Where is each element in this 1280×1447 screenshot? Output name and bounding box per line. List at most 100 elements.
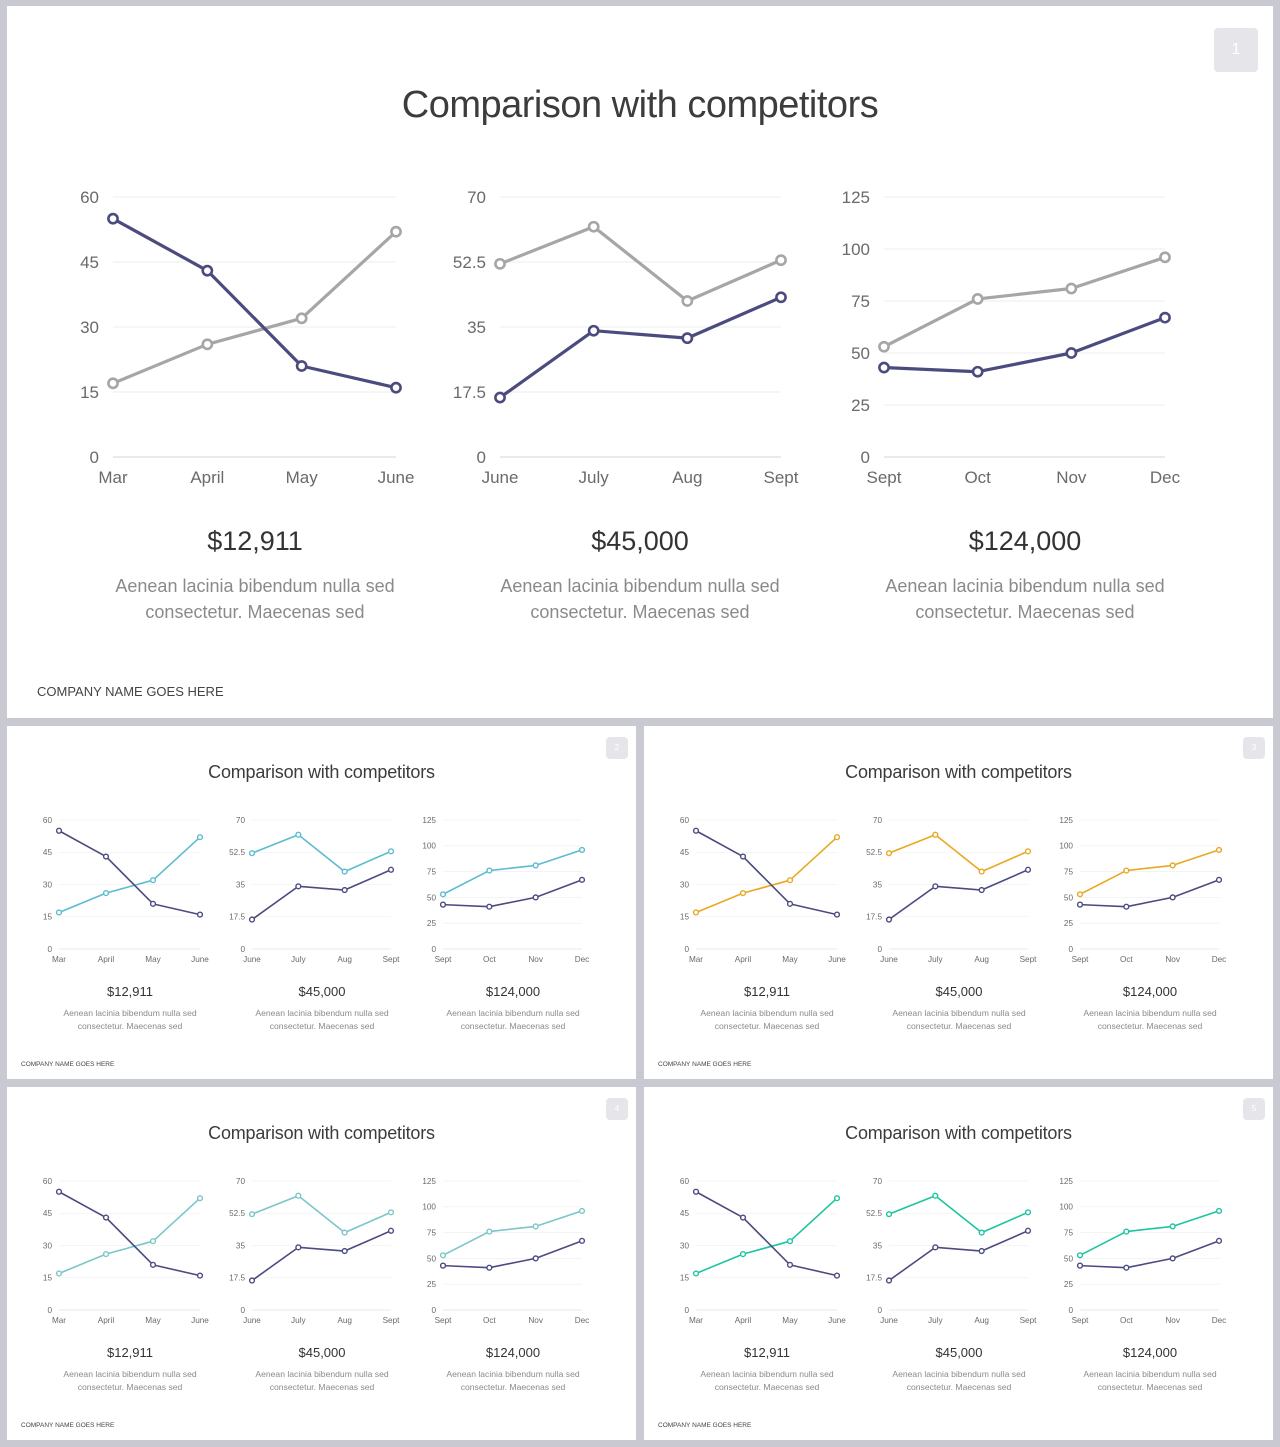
data-point <box>248 850 256 857</box>
x-tick-label: Aug <box>974 1316 989 1325</box>
desc-line: Aenean lacinia bibendum nulla sed <box>892 1369 1026 1379</box>
x-tick-label: June <box>243 955 261 964</box>
y-tick-label: 125 <box>1059 816 1073 825</box>
data-point <box>149 900 157 907</box>
data-point <box>1024 1209 1032 1216</box>
slide-4[interactable]: 0 15 30 45 60 Mar April May June 0 17.5 35 52.5 70 Jun… <box>7 1087 636 1440</box>
page-number-badge: 1 <box>1214 28 1258 72</box>
data-point <box>786 877 794 884</box>
data-point <box>439 901 447 908</box>
x-tick-label: April <box>735 955 752 964</box>
x-tick-label: Nov <box>1165 955 1180 964</box>
desc-line: Aenean lacinia bibendum nulla sed <box>255 1008 389 1018</box>
x-tick-label: Sept <box>435 1316 453 1325</box>
data-point <box>775 254 787 267</box>
series-line-competitor <box>111 230 398 385</box>
slide-3[interactable]: 0 15 30 45 60 Mar April May June 0 17.5 35 52.5 70 Jun… <box>644 726 1273 1079</box>
data-point <box>387 1227 395 1234</box>
data-point <box>439 1252 447 1259</box>
x-tick-label: May <box>286 468 319 487</box>
line-chart-1: 0 15 30 45 60 Mar April May June <box>43 816 209 964</box>
data-point <box>196 911 204 918</box>
x-tick-label: Oct <box>964 468 991 487</box>
y-tick-label: 52.5 <box>453 253 486 272</box>
y-tick-label: 45 <box>43 848 53 857</box>
data-point <box>1169 894 1176 901</box>
x-tick-label: June <box>191 955 209 964</box>
panel-value: $12,911 <box>207 526 303 556</box>
y-tick-label: 0 <box>684 945 689 954</box>
slide-title: Comparison with competitors <box>845 762 1072 782</box>
company-name: COMPANY NAME GOES HERE <box>21 1422 115 1429</box>
y-tick-label: 125 <box>422 816 436 825</box>
panel-description: Aenean lacinia bibendum nulla sed consect… <box>45 1007 215 1033</box>
desc-line: Aenean lacinia bibendum nulla sed <box>700 1369 834 1379</box>
y-tick-label: 125 <box>422 1177 436 1186</box>
series-line-competitor <box>888 1194 1029 1234</box>
data-point <box>486 903 493 910</box>
panel-description: Aenean lacinia bibendum nulla sed consect… <box>428 1007 598 1033</box>
data-point <box>387 1209 395 1216</box>
data-point <box>932 883 939 890</box>
x-tick-label: Sept <box>867 468 902 487</box>
series-line-primary <box>695 1190 838 1277</box>
panel-value: $12,911 <box>106 984 154 999</box>
data-point <box>1215 876 1223 883</box>
y-tick-label: 60 <box>680 816 690 825</box>
y-tick-label: 25 <box>1064 1280 1074 1289</box>
data-point <box>107 212 119 225</box>
series-line-competitor <box>251 833 392 873</box>
y-tick-label: 52.5 <box>866 848 882 857</box>
y-tick-label: 35 <box>236 880 246 889</box>
data-point <box>878 361 890 374</box>
data-point <box>149 877 157 884</box>
data-point <box>978 1247 985 1255</box>
y-tick-label: 50 <box>427 1254 437 1263</box>
y-tick-label: 52.5 <box>866 1209 882 1218</box>
data-point <box>149 1261 157 1268</box>
data-point <box>1076 901 1084 908</box>
y-tick-label: 50 <box>851 344 870 363</box>
data-point <box>494 257 506 270</box>
x-tick-label: Nov <box>528 955 543 964</box>
x-tick-label: Aug <box>337 955 352 964</box>
line-chart-2: 0 17.5 35 52.5 70 June July Aug Sept <box>453 188 799 487</box>
slide-1[interactable]: 0 15 30 45 60 Mar April May June 0 17.5 35 52.5 70 Jun… <box>7 6 1273 718</box>
x-tick-label: Sept <box>1072 1316 1090 1325</box>
y-tick-label: 35 <box>236 1241 246 1250</box>
slide-5[interactable]: 0 15 30 45 60 Mar April May June 0 17.5 35 52.5 70 Jun… <box>644 1087 1273 1440</box>
data-point <box>587 220 600 233</box>
series-line-primary <box>251 1229 392 1282</box>
slide-2[interactable]: 0 15 30 45 60 Mar April May June 0 17.5 35 52.5 70 Jun… <box>7 726 636 1079</box>
y-tick-label: 50 <box>1064 1254 1074 1263</box>
data-point <box>102 1251 110 1258</box>
line-chart-3: 0 25 50 75 100 125 Sept Oct Nov Dec <box>422 816 589 964</box>
x-tick-label: June <box>191 1316 209 1325</box>
x-tick-label: June <box>880 955 898 964</box>
x-tick-label: May <box>145 1316 161 1325</box>
data-point <box>295 831 302 838</box>
series-line-competitor <box>1079 1210 1220 1257</box>
data-point <box>578 1207 586 1215</box>
y-tick-label: 70 <box>467 188 486 207</box>
data-point <box>932 1192 939 1199</box>
data-point <box>1123 903 1130 910</box>
data-point <box>486 1228 493 1235</box>
y-tick-label: 17.5 <box>866 913 882 922</box>
y-tick-label: 0 <box>877 945 882 954</box>
x-tick-label: Sept <box>1020 955 1038 964</box>
x-tick-label: Dec <box>575 955 590 964</box>
y-tick-label: 52.5 <box>229 1209 245 1218</box>
line-chart-3: 0 25 50 75 100 125 Sept Oct Nov Dec <box>842 188 1181 487</box>
data-point <box>439 891 447 898</box>
slide-title: Comparison with competitors <box>208 762 435 782</box>
y-tick-label: 35 <box>467 318 486 337</box>
series-line-competitor <box>58 836 201 914</box>
x-tick-label: Aug <box>672 468 702 487</box>
panel-value: $45,000 <box>591 526 689 556</box>
data-point <box>1215 1207 1223 1215</box>
y-tick-label: 125 <box>1059 1177 1073 1186</box>
line-chart-3: 0 25 50 75 100 125 Sept Oct Nov Dec <box>1059 1177 1226 1325</box>
line-chart-3: 0 25 50 75 100 125 Sept Oct Nov Dec <box>1059 816 1226 964</box>
